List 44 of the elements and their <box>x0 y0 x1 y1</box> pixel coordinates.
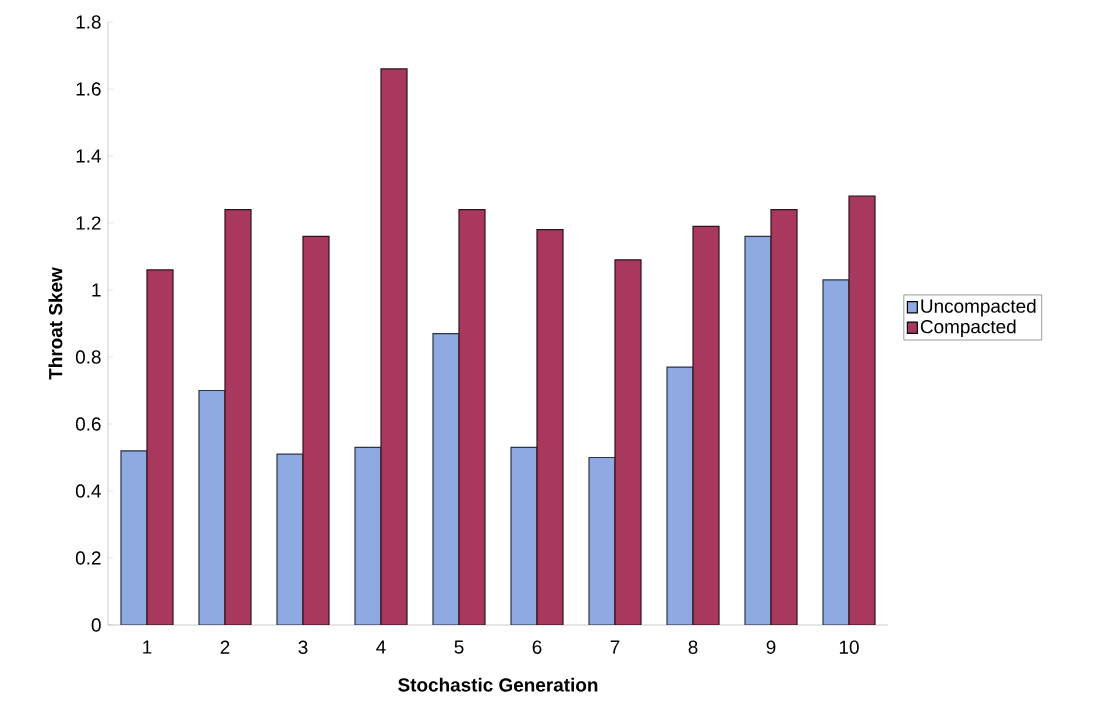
legend-label: Compacted <box>920 319 1016 338</box>
y-tick-label: 0.4 <box>75 484 101 498</box>
bar <box>224 209 252 625</box>
bar <box>432 332 460 625</box>
bar <box>120 450 148 625</box>
bar <box>510 446 538 625</box>
x-tick-label: 2 <box>220 640 230 654</box>
y-tick-label: 1.4 <box>76 149 101 163</box>
x-tick-label: 7 <box>610 640 620 654</box>
x-tick-label: 3 <box>298 640 308 654</box>
bar <box>302 235 330 625</box>
bar <box>276 453 304 625</box>
bar <box>666 366 694 625</box>
y-tick-label: 0.2 <box>75 551 101 565</box>
bar <box>458 209 486 625</box>
x-tick-label: 1 <box>143 640 152 654</box>
bar <box>744 235 772 625</box>
bar <box>614 259 642 625</box>
x-axis-title: Stochastic Generation <box>398 677 598 692</box>
x-tick-label: 9 <box>766 640 776 654</box>
legend-label: Uncompacted <box>921 298 1036 317</box>
y-tick-label: 1.2 <box>76 216 101 230</box>
y-tick-label: 1.8 <box>76 15 101 29</box>
x-tick-label: 10 <box>839 640 859 654</box>
x-tick-label: 8 <box>688 640 698 654</box>
bar <box>822 279 850 625</box>
y-tick-label: 1.6 <box>76 82 101 96</box>
bar <box>536 229 564 625</box>
bar <box>198 389 226 625</box>
y-axis-title: Throat Skew <box>48 267 63 380</box>
bar <box>848 195 876 625</box>
y-tick-label: 0.6 <box>75 417 101 431</box>
x-tick-label: 4 <box>376 640 386 654</box>
bar <box>692 225 720 625</box>
bar <box>354 446 382 625</box>
bar <box>588 456 616 625</box>
y-tick-label: 0 <box>91 618 101 632</box>
x-tick-label: 6 <box>532 640 542 654</box>
bar <box>770 209 798 625</box>
x-tick-label: 5 <box>454 640 464 654</box>
bar <box>380 68 408 625</box>
y-tick-label: 0.8 <box>75 350 101 364</box>
y-tick-label: 1 <box>92 283 101 297</box>
bar <box>146 269 174 625</box>
